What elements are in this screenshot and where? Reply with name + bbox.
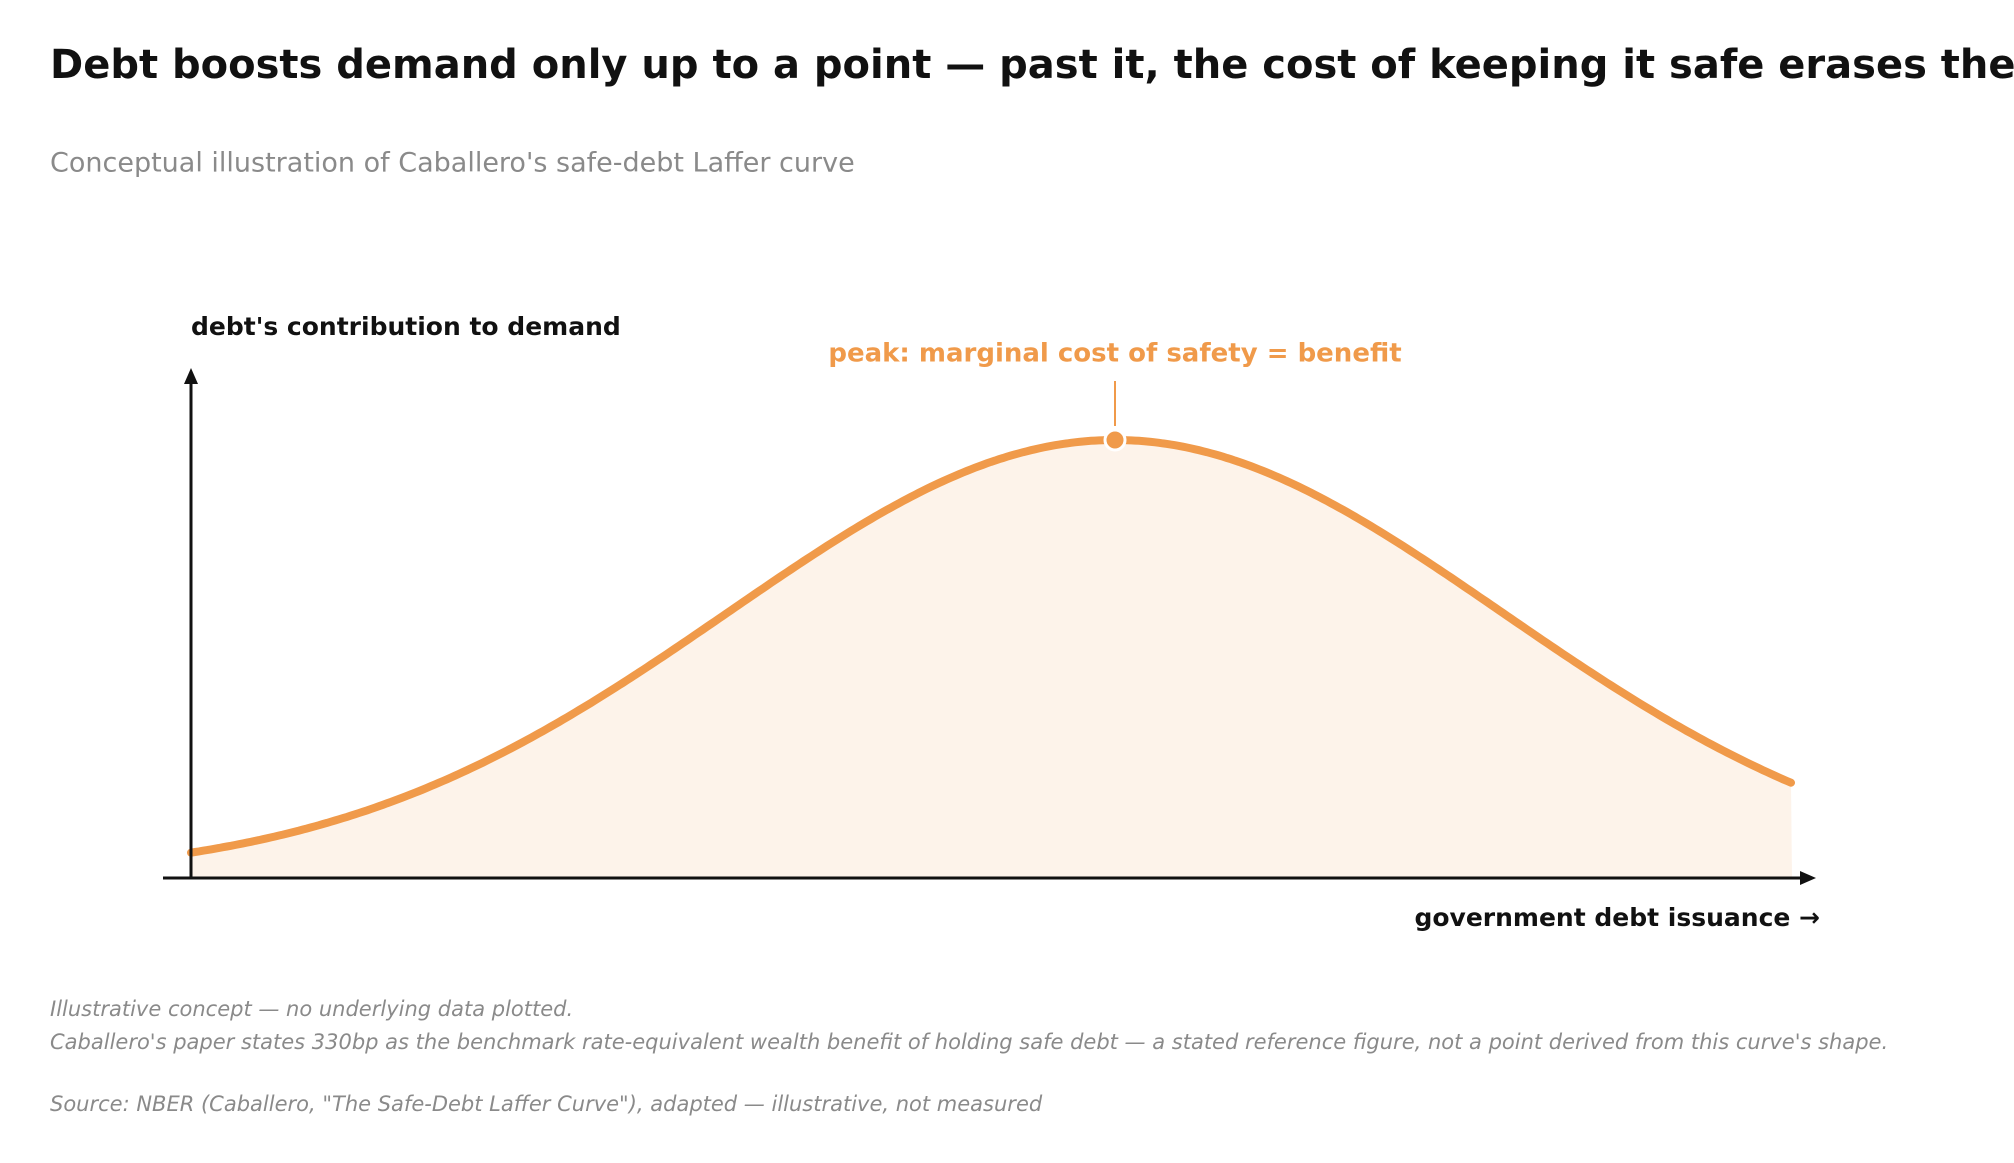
source: Source: NBER (Caballero, "The Safe-Debt … bbox=[50, 1092, 1043, 1116]
note: Illustrative concept — no underlying dat… bbox=[50, 997, 573, 1021]
chart-title: Debt boosts demand only up to a point — … bbox=[50, 42, 2014, 88]
annotation: peak: marginal cost of safety = benefit bbox=[828, 339, 1401, 369]
y-axis-arrow bbox=[184, 368, 198, 384]
x-axis-label: government debt issuance → bbox=[1414, 903, 1820, 932]
peak-marker bbox=[1103, 428, 1127, 452]
chart-subtitle: Conceptual illustration of Caballero's s… bbox=[50, 148, 855, 179]
curve-area bbox=[191, 440, 1792, 878]
curve bbox=[187, 436, 1795, 857]
x-axis-arrow bbox=[1800, 871, 1816, 885]
y-axis-label: debt's contribution to demand bbox=[191, 312, 621, 341]
note: Caballero's paper states 330bp as the be… bbox=[50, 1030, 1888, 1054]
